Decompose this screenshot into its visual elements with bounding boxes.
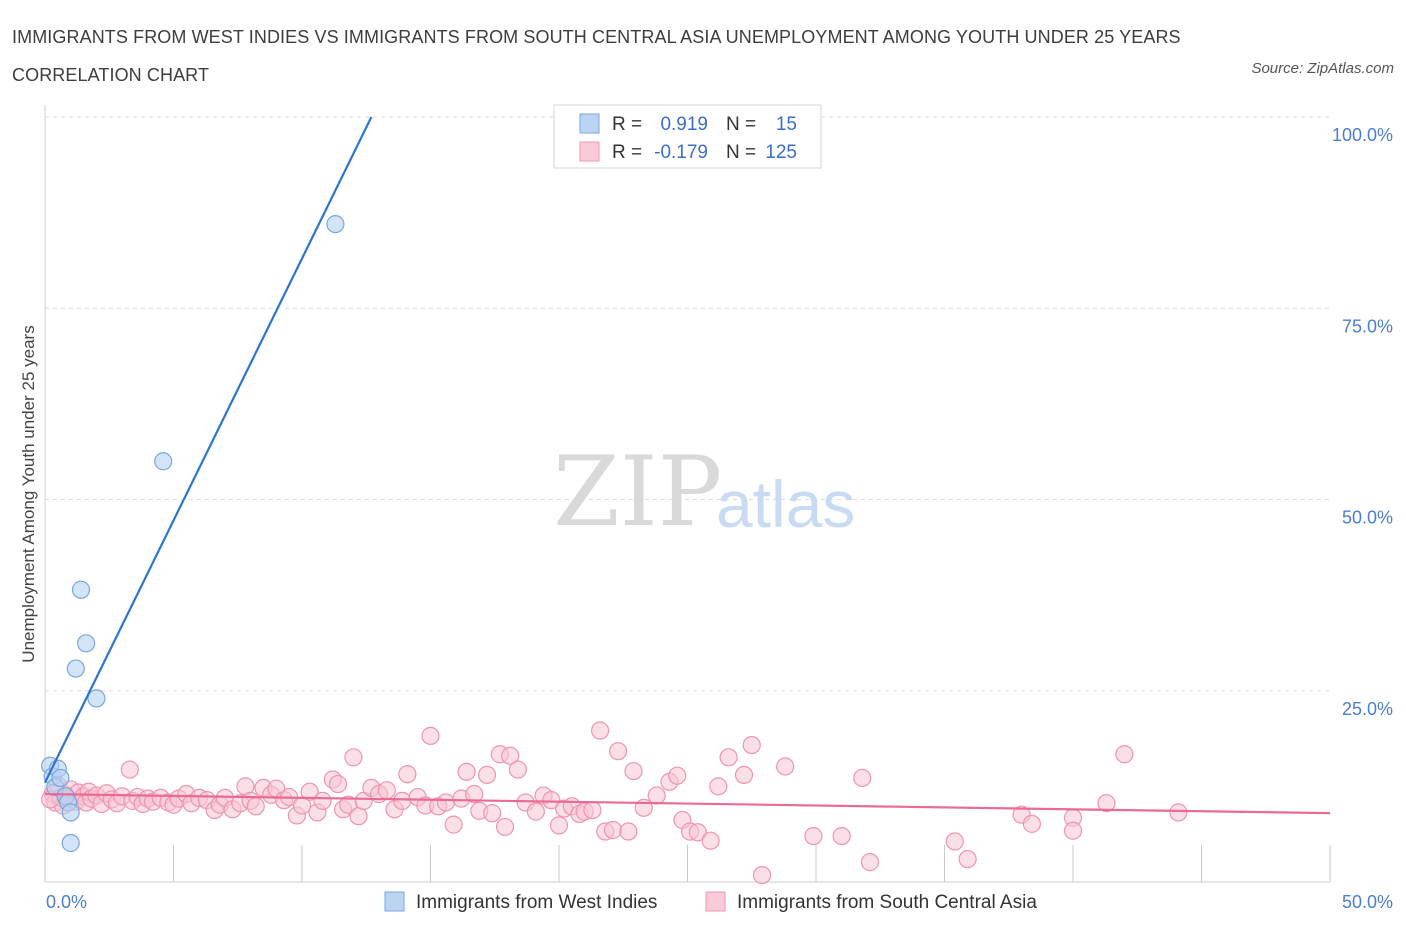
point-south-central-asia	[508, 760, 527, 779]
point-south-central-asia	[1097, 794, 1116, 813]
source-credit: Source: ZipAtlas.com	[1251, 60, 1394, 77]
point-west-indies	[87, 689, 106, 708]
point-south-central-asia	[436, 793, 456, 812]
point-south-central-asia	[313, 791, 332, 811]
watermark-atlas: atlas	[716, 467, 855, 541]
point-south-central-asia	[958, 849, 977, 869]
stats-n-label: N =	[726, 142, 756, 163]
point-south-central-asia	[668, 766, 687, 785]
point-south-central-asia	[246, 797, 265, 816]
trend-line-south-central-asia	[44, 792, 1331, 815]
point-south-central-asia	[624, 761, 643, 781]
point-south-central-asia	[120, 760, 139, 779]
legend: Immigrants from West Indies Immigrants f…	[384, 891, 1037, 913]
point-south-central-asia	[393, 791, 412, 811]
stats-box: R = 0.919 N = 15 R = -0.179 N = 125	[553, 104, 822, 169]
point-south-central-asia	[526, 802, 545, 821]
point-south-central-asia	[860, 853, 880, 872]
y-tick-label: 50.0%	[1342, 508, 1393, 528]
trend-line-west-indies	[44, 116, 373, 784]
legend-label-south-central-asia: Immigrants from South Central Asia	[737, 892, 1037, 913]
point-south-central-asia	[776, 757, 795, 776]
stats-n-value: 15	[776, 114, 797, 135]
x-tick-label: 0.0%	[46, 892, 87, 912]
point-south-central-asia	[603, 820, 623, 840]
point-west-indies	[154, 452, 173, 471]
point-west-indies	[71, 580, 91, 599]
point-south-central-asia	[945, 832, 964, 851]
point-west-indies	[61, 803, 80, 822]
trend-lines	[44, 116, 1331, 815]
point-west-indies	[77, 634, 96, 653]
point-south-central-asia	[377, 781, 396, 800]
stats-r-value: 0.919	[660, 114, 708, 135]
y-tick-label: 100.0%	[1332, 125, 1393, 145]
point-west-indies	[326, 215, 345, 234]
point-south-central-asia	[421, 726, 440, 745]
point-west-indies	[66, 659, 85, 678]
point-south-central-asia	[349, 807, 368, 826]
y-axis-title: Unemployment Among Youth under 25 years	[19, 325, 38, 662]
point-south-central-asia	[483, 804, 502, 823]
point-south-central-asia	[609, 742, 628, 761]
point-south-central-asia	[328, 774, 348, 794]
stats-r-label: R =	[612, 114, 642, 135]
y-tick-label: 25.0%	[1342, 699, 1393, 719]
point-south-central-asia	[688, 823, 707, 842]
stats-swatch-west-indies	[579, 113, 600, 134]
stats-swatch-south-central-asia	[579, 141, 600, 162]
stats-n-label: N =	[726, 114, 756, 135]
y-tick-label: 75.0%	[1342, 316, 1393, 336]
watermark-zip: ZIP	[553, 436, 722, 548]
tick-labels: 100.0% 75.0% 50.0% 25.0% 0.0% 50.0%	[46, 125, 1393, 912]
point-south-central-asia	[853, 768, 872, 788]
point-south-central-asia	[752, 866, 772, 885]
point-south-central-asia	[477, 765, 497, 785]
axes	[44, 105, 1331, 883]
point-south-central-asia	[549, 816, 569, 835]
legend-swatch-south-central-asia	[705, 891, 726, 912]
grid-lines	[45, 116, 1330, 692]
point-south-central-asia	[701, 831, 720, 850]
point-south-central-asia	[804, 826, 823, 846]
point-south-central-asia	[1169, 803, 1188, 822]
point-south-central-asia	[742, 735, 761, 755]
point-south-central-asia	[444, 815, 463, 834]
legend-swatch-west-indies	[384, 891, 405, 912]
point-south-central-asia	[832, 826, 851, 846]
point-south-central-asia	[619, 822, 638, 841]
point-south-central-asia	[344, 748, 363, 767]
point-south-central-asia	[542, 791, 561, 810]
stats-r-label: R =	[612, 142, 642, 163]
point-south-central-asia	[709, 777, 728, 796]
point-west-indies	[51, 768, 70, 788]
point-west-indies	[61, 833, 80, 853]
point-south-central-asia	[583, 800, 602, 820]
point-south-central-asia	[1063, 821, 1083, 840]
point-south-central-asia	[495, 817, 515, 837]
data-points	[41, 215, 1188, 885]
point-south-central-asia	[1115, 745, 1134, 764]
legend-label-west-indies: Immigrants from West Indies	[416, 892, 657, 913]
point-south-central-asia	[1022, 814, 1041, 833]
point-south-central-asia	[465, 784, 484, 804]
stats-n-value: 125	[765, 142, 797, 163]
point-south-central-asia	[719, 748, 738, 767]
point-south-central-asia	[398, 765, 417, 784]
point-south-central-asia	[734, 765, 754, 785]
point-south-central-asia	[300, 782, 319, 801]
point-south-central-asia	[647, 786, 666, 805]
point-south-central-asia	[457, 762, 476, 781]
point-south-central-asia	[501, 746, 520, 765]
stats-r-value: -0.179	[654, 142, 708, 163]
chart-title: IMMIGRANTS FROM WEST INDIES VS IMMIGRANT…	[12, 27, 1181, 85]
x-tick-label: 50.0%	[1342, 892, 1393, 912]
point-south-central-asia	[591, 721, 610, 740]
